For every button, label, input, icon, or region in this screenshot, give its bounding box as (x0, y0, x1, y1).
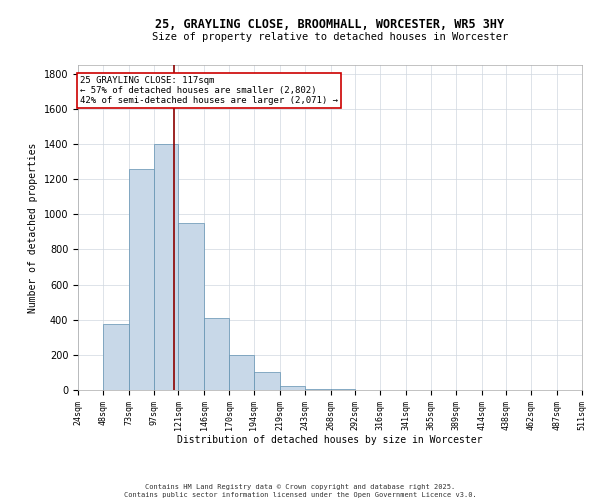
Bar (280, 386, 305, 390)
Bar (178, 223, 204, 390)
Bar (103, 324, 129, 390)
Y-axis label: Number of detached properties: Number of detached properties (28, 142, 38, 312)
Bar (305, 388, 331, 390)
Bar (129, 168, 154, 390)
Text: 25 GRAYLING CLOSE: 117sqm
← 57% of detached houses are smaller (2,802)
42% of se: 25 GRAYLING CLOSE: 117sqm ← 57% of detac… (80, 76, 338, 106)
Bar (154, 144, 178, 390)
Text: Size of property relative to detached houses in Worcester: Size of property relative to detached ho… (152, 32, 508, 42)
Bar (204, 318, 229, 390)
Bar (254, 372, 280, 390)
Bar (229, 355, 254, 390)
Text: Contains HM Land Registry data © Crown copyright and database right 2025.
Contai: Contains HM Land Registry data © Crown c… (124, 484, 476, 498)
Text: 25, GRAYLING CLOSE, BROOMHALL, WORCESTER, WR5 3HY: 25, GRAYLING CLOSE, BROOMHALL, WORCESTER… (155, 18, 505, 30)
X-axis label: Distribution of detached houses by size in Worcester: Distribution of detached houses by size … (177, 436, 483, 446)
